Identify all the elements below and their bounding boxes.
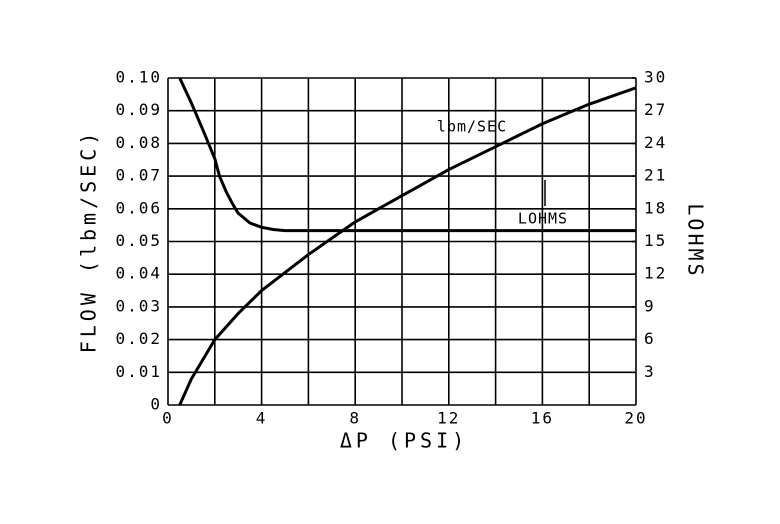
x-tick-label: 0	[162, 409, 174, 428]
y-tick-label: 0.04	[115, 264, 162, 283]
y-tick-label: 0.07	[115, 166, 162, 185]
y2-tick-label: 30	[644, 68, 667, 87]
series-line	[178, 77, 636, 233]
y-tick-label: 0.08	[115, 133, 162, 152]
y2-tick-label: 21	[644, 166, 667, 185]
y2-tick-label: 15	[644, 231, 667, 250]
series-line	[178, 86, 637, 406]
y-tick-label: 0.09	[115, 100, 162, 119]
y-tick-label: 0.05	[115, 231, 162, 250]
x-tick-label: 20	[624, 409, 647, 428]
y-tick-label: 0.10	[115, 68, 162, 87]
y-tick-label: 0.02	[115, 329, 162, 348]
y2-tick-label: 9	[644, 296, 656, 315]
x-tick-label: 8	[349, 409, 361, 428]
x-tick-label: 4	[256, 409, 268, 428]
y2-tick-label: 6	[644, 329, 656, 348]
y-tick-label: 0.03	[115, 296, 162, 315]
y2-tick-label: 18	[644, 198, 667, 217]
y2-tick-label: 24	[644, 133, 667, 152]
y-tick-label: 0	[150, 395, 162, 414]
y2-tick-label: 27	[644, 100, 667, 119]
x-tick-label: 12	[437, 409, 460, 428]
x-tick-label: 16	[531, 409, 554, 428]
x-axis-label: ΔP (PSI)	[340, 429, 468, 453]
y2-tick-label: 12	[644, 264, 667, 283]
y2-tick-label: 3	[644, 362, 656, 381]
series-label: lbm/SEC	[437, 118, 507, 136]
y2-axis-label: LOHMS	[684, 203, 708, 278]
y-tick-label: 0.06	[115, 198, 162, 217]
series-label: LOHMS	[518, 210, 568, 228]
y-tick-label: 0.01	[115, 362, 162, 381]
y-axis-label: FLOW (lbm/SEC)	[77, 129, 101, 354]
